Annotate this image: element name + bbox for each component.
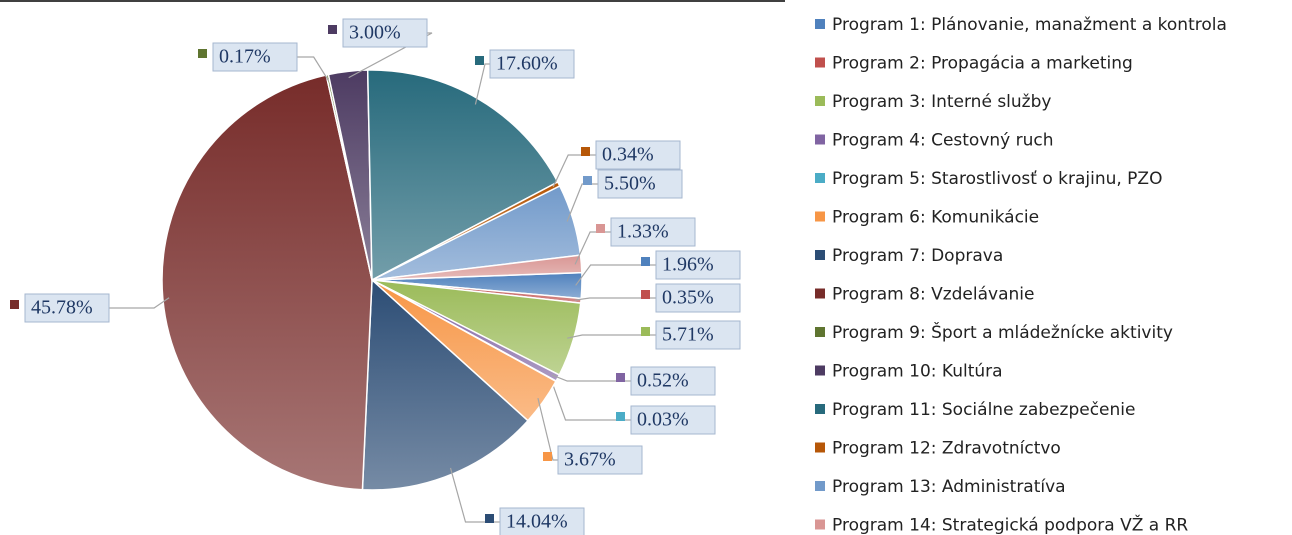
data-label: 3.67% xyxy=(564,449,616,471)
data-label: 0.35% xyxy=(662,287,714,309)
leader-line xyxy=(567,334,656,339)
legend-key xyxy=(815,404,825,414)
legend-label: Program 13: Administratíva xyxy=(832,477,1066,497)
pie-slice xyxy=(366,69,559,282)
label-box xyxy=(630,366,716,396)
leader-line xyxy=(348,32,433,79)
legend-key xyxy=(815,96,825,106)
legend-key xyxy=(815,365,825,376)
legend-label: Program 11: Sociálne zabezpečenie xyxy=(832,400,1135,420)
leader-line xyxy=(109,297,170,309)
label-key xyxy=(10,300,19,309)
label-key xyxy=(581,147,590,156)
label-key xyxy=(641,257,650,266)
data-label: 0.03% xyxy=(637,409,689,431)
data-label: 3.00% xyxy=(349,22,401,44)
leader-line xyxy=(575,264,656,286)
legend-label: Program 5: Starostlivosť o krajinu, PZO xyxy=(832,169,1162,189)
label-key xyxy=(616,373,625,382)
legend-label: Program 10: Kultúra xyxy=(832,362,1003,382)
label-box xyxy=(342,18,428,48)
legend-label: Program 2: Propagácia a marketing xyxy=(832,54,1133,74)
label-key xyxy=(641,290,650,299)
pie-slice xyxy=(361,278,529,491)
data-label: 1.96% xyxy=(662,254,714,276)
legend-key xyxy=(815,19,825,29)
legend-key xyxy=(815,211,825,222)
legend-key xyxy=(815,288,825,299)
label-box xyxy=(489,49,575,79)
leader-line xyxy=(574,297,656,301)
leader-line xyxy=(537,398,558,461)
legend-key xyxy=(815,442,825,453)
legend-key xyxy=(815,250,825,260)
legend-label: Program 9: Šport a mládežnícke aktivity xyxy=(832,321,1173,343)
legend-key xyxy=(815,481,825,491)
label-key xyxy=(485,514,494,523)
leader-line xyxy=(549,377,631,421)
pie-slice xyxy=(161,74,373,491)
data-label: 0.52% xyxy=(637,370,689,392)
label-box xyxy=(24,293,110,323)
legend-key xyxy=(815,134,825,145)
legend-label: Program 6: Komunikácie xyxy=(832,208,1039,228)
label-box xyxy=(655,320,741,350)
pie-slice xyxy=(371,254,583,281)
label-key xyxy=(596,224,605,233)
leader-line xyxy=(551,374,631,382)
data-label: 0.17% xyxy=(219,46,271,68)
legend-label: Program 1: Plánovanie, manažment a kontr… xyxy=(832,15,1227,35)
label-box xyxy=(597,169,683,199)
legend-label: Program 7: Doprava xyxy=(832,246,1003,266)
legend-key xyxy=(815,57,825,68)
label-key xyxy=(616,412,625,421)
label-box xyxy=(499,507,585,535)
label-box xyxy=(595,140,681,170)
legend-key xyxy=(815,327,825,337)
leader-line xyxy=(474,63,490,105)
leader-line xyxy=(449,467,500,523)
label-box xyxy=(630,405,716,435)
label-box xyxy=(655,283,741,313)
label-key xyxy=(328,25,337,34)
data-label: 5.71% xyxy=(662,324,714,346)
legend-key xyxy=(815,173,825,183)
label-box xyxy=(212,42,298,72)
data-label: 1.33% xyxy=(617,221,669,243)
data-label: 14.04% xyxy=(506,511,568,533)
label-box xyxy=(655,250,741,280)
label-box xyxy=(610,217,696,247)
legend-label: Program 8: Vzdelávanie xyxy=(832,285,1034,305)
data-label: 17.60% xyxy=(496,53,558,75)
label-key xyxy=(543,452,552,461)
data-label: 45.78% xyxy=(31,297,93,319)
legend-key xyxy=(815,519,825,530)
leader-line xyxy=(297,56,330,82)
leader-line xyxy=(566,183,598,222)
label-box xyxy=(557,445,643,475)
label-key xyxy=(641,327,650,336)
label-key xyxy=(198,49,207,58)
data-label: 5.50% xyxy=(604,173,656,195)
data-label: 0.34% xyxy=(602,144,654,166)
label-key xyxy=(475,56,484,65)
legend-label: Program 12: Zdravotníctvo xyxy=(832,439,1061,459)
legend-label: Program 4: Cestovný ruch xyxy=(832,131,1054,151)
label-key xyxy=(583,176,592,185)
legend-label: Program 3: Interné služby xyxy=(832,92,1051,112)
legend-label: Program 14: Strategická podpora VŽ a RR xyxy=(832,514,1188,535)
